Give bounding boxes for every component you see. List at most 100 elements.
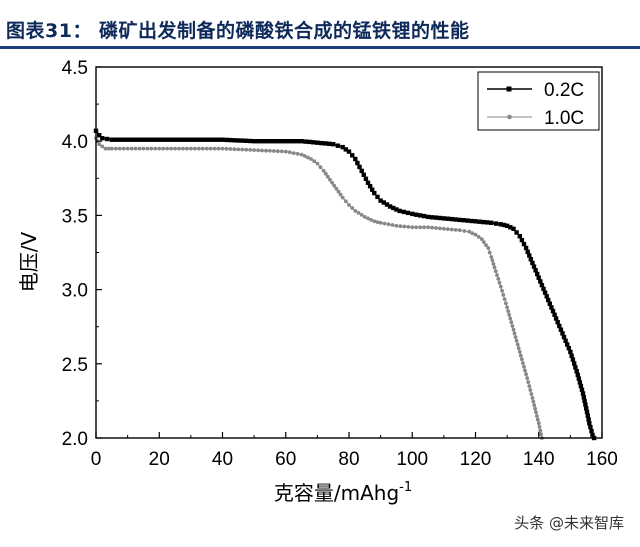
series-point [555, 320, 560, 325]
series-point [309, 157, 313, 161]
series-point [97, 133, 102, 138]
series-point [532, 403, 537, 407]
series-point [125, 146, 130, 151]
series-point [449, 216, 454, 222]
series-point [224, 137, 229, 143]
series-point [176, 137, 182, 142]
series-point [212, 137, 217, 142]
series-point [524, 372, 528, 377]
series-point [177, 146, 181, 151]
series-point [228, 137, 233, 143]
series-point [256, 148, 260, 153]
series-point [196, 146, 201, 151]
series-point [561, 334, 567, 340]
series-point [566, 346, 571, 351]
series-point [133, 137, 138, 142]
series-point [498, 284, 503, 289]
series-point [338, 192, 343, 197]
series-point [429, 215, 435, 220]
series-point [212, 146, 217, 151]
series-point [553, 316, 559, 321]
series-point [577, 380, 583, 385]
series-point [121, 137, 126, 142]
series-point [582, 398, 587, 404]
series-point [491, 262, 496, 266]
series-point [394, 207, 399, 212]
series-point [425, 214, 431, 220]
series-point [311, 140, 316, 145]
series-point [461, 218, 466, 223]
series-point [487, 250, 492, 255]
series-point [485, 220, 490, 225]
series-point [521, 361, 525, 365]
y-tick-label: 2.5 [62, 355, 88, 376]
series-point [546, 297, 551, 303]
series-point [517, 234, 522, 239]
series-point [319, 140, 324, 146]
series-point [418, 225, 423, 230]
series-point [283, 139, 288, 144]
series-point [109, 137, 114, 142]
series-point [353, 209, 358, 213]
series-point [535, 417, 540, 422]
series-point [538, 428, 543, 433]
series-point [153, 146, 158, 151]
series-point [525, 376, 530, 380]
legend: 0.2C 1.0C [477, 71, 600, 131]
series-point [263, 139, 269, 144]
series-point [580, 391, 586, 396]
series-point [141, 146, 146, 151]
series-point [467, 229, 472, 234]
series-point [473, 219, 478, 224]
series-point [586, 417, 591, 422]
series-point [541, 286, 546, 292]
series-point [523, 368, 527, 373]
x-tick-label: 60 [275, 449, 296, 470]
series-point [539, 282, 545, 288]
series-point [514, 338, 519, 343]
series-point [550, 308, 556, 314]
series-point [378, 198, 383, 203]
series-point [321, 169, 326, 173]
series-point [291, 151, 296, 156]
series-point [169, 146, 174, 151]
series-point [527, 384, 532, 388]
series-point [161, 146, 166, 151]
series-point [568, 349, 573, 355]
series-point [129, 137, 134, 142]
series-point [470, 231, 475, 236]
series-point [365, 180, 371, 185]
series-point [421, 213, 427, 219]
series-point [267, 139, 273, 144]
series-point [552, 312, 557, 317]
series-point [511, 327, 516, 332]
series-point [501, 293, 506, 297]
series-point [433, 215, 439, 220]
series-point [570, 357, 576, 362]
series-point [504, 301, 508, 306]
series-point [109, 146, 114, 151]
series-point [189, 146, 193, 151]
series-point [275, 139, 280, 144]
series-point [457, 217, 462, 223]
series-layer [93, 128, 597, 441]
series-point [336, 189, 341, 194]
series-point [232, 138, 237, 143]
series-point [531, 399, 536, 404]
y-tick-label: 3.0 [62, 281, 88, 302]
series-point [232, 147, 237, 152]
series-1 [94, 136, 544, 440]
series-point [489, 255, 494, 259]
series-point [200, 146, 205, 151]
series-point [361, 172, 366, 177]
series-point [511, 226, 516, 231]
y-tick-label: 4.5 [62, 58, 88, 79]
series-point [299, 152, 304, 157]
series-point [530, 260, 535, 266]
series-point [583, 402, 588, 407]
series-point [508, 225, 513, 230]
series-point [104, 136, 110, 142]
series-point [498, 222, 503, 227]
x-tick-label: 120 [460, 449, 492, 470]
series-point [153, 137, 158, 142]
